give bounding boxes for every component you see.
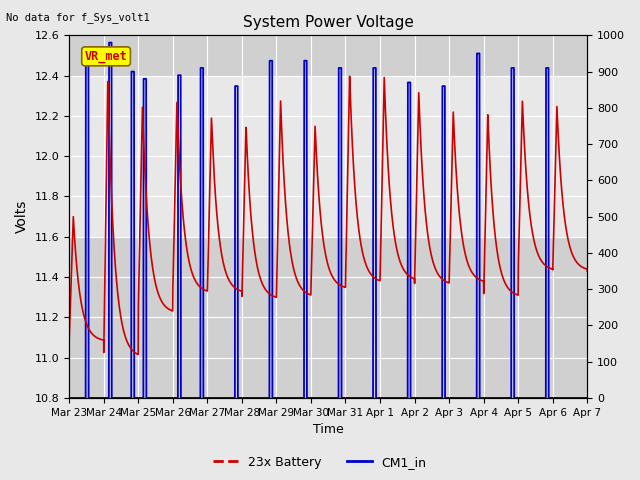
Bar bbox=[69, 237, 588, 398]
Bar bbox=[69, 76, 588, 237]
Text: VR_met: VR_met bbox=[84, 50, 127, 63]
Legend: 23x Battery, CM1_in: 23x Battery, CM1_in bbox=[208, 451, 432, 474]
Bar bbox=[69, 36, 588, 76]
Y-axis label: Volts: Volts bbox=[15, 200, 29, 233]
Text: No data for f_Sys_volt1: No data for f_Sys_volt1 bbox=[6, 12, 150, 23]
Title: System Power Voltage: System Power Voltage bbox=[243, 15, 413, 30]
X-axis label: Time: Time bbox=[313, 423, 344, 436]
